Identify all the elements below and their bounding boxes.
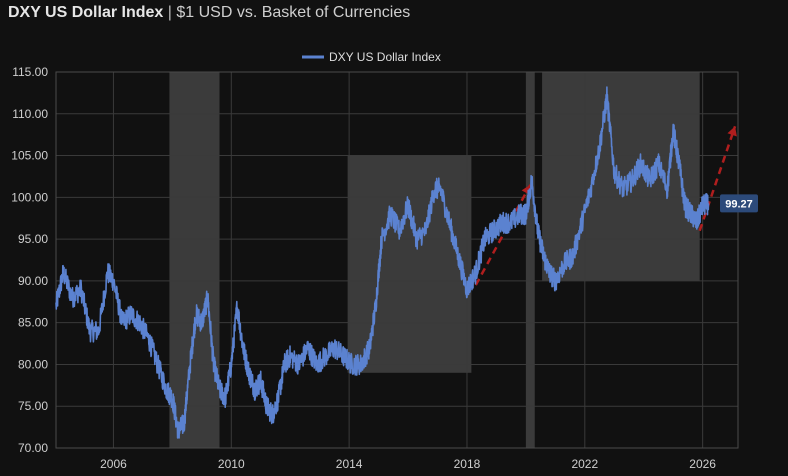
shaded-region-3 (525, 72, 535, 448)
x-tick-label: 2018 (454, 457, 481, 471)
last-value-label: 99.27 (725, 198, 753, 210)
y-tick-label: 110.00 (12, 107, 48, 121)
shaded-region-1 (169, 72, 220, 448)
x-tick-label: 2026 (689, 457, 716, 471)
chart-title: DXY US Dollar Index | $1 USD vs. Basket … (8, 4, 410, 22)
trend-arrowhead-2 (727, 126, 737, 137)
shaded-region-2 (347, 155, 472, 373)
legend[interactable]: DXY US Dollar Index (302, 50, 441, 64)
y-tick-label: 115.00 (12, 65, 48, 79)
y-tick-label: 90.00 (18, 274, 48, 288)
title-separator: | (167, 4, 172, 21)
plot-border (55, 71, 739, 449)
y-tick-label: 105.00 (11, 149, 48, 163)
x-tick-label: 2010 (218, 457, 245, 471)
y-tick-label: 85.00 (18, 316, 48, 330)
title-main: DXY US Dollar Index (8, 4, 164, 21)
y-tick-label: 70.00 (18, 441, 48, 455)
series-line-dxy[interactable] (55, 86, 710, 439)
y-tick-label: 80.00 (18, 357, 48, 371)
y-tick-label: 95.00 (18, 232, 48, 246)
x-tick-label: 2006 (100, 457, 127, 471)
legend-label-dxy[interactable]: DXY US Dollar Index (329, 50, 441, 64)
y-tick-label: 100.00 (11, 190, 48, 204)
x-tick-label: 2022 (571, 457, 598, 471)
last-value-tag: 99.27 (720, 194, 758, 213)
last-value-tag-bg (720, 194, 758, 213)
x-tick-label: 2014 (336, 457, 363, 471)
y-tick-label: 75.00 (18, 399, 48, 413)
trend-line-2 (698, 125, 737, 232)
title-subtitle: $1 USD vs. Basket of Currencies (176, 4, 411, 21)
